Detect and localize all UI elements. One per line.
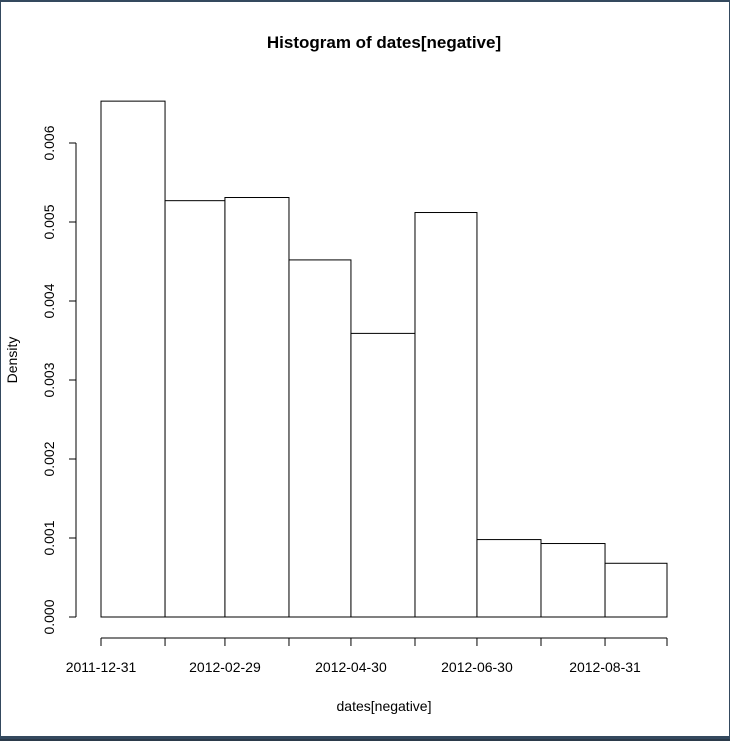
x-tick-label: 2012-06-30 bbox=[441, 659, 513, 675]
y-tick-label: 0.001 bbox=[41, 520, 57, 555]
x-tick-label: 2012-08-31 bbox=[569, 659, 641, 675]
histogram-bars bbox=[100, 100, 668, 618]
histogram-bar bbox=[164, 200, 226, 618]
y-axis-label: Density bbox=[4, 337, 20, 384]
y-axis: 0.000 0.001 0.002 0.003 0.004 0.005 0.006 bbox=[41, 125, 77, 635]
x-tick-label: 2012-02-29 bbox=[189, 659, 261, 675]
x-axis: 2011-12-31 2012-02-29 2012-04-30 2012-06-30… bbox=[66, 637, 668, 675]
histogram-bar bbox=[350, 332, 416, 618]
y-tick-label: 0.004 bbox=[41, 283, 57, 318]
histogram-bar bbox=[224, 197, 290, 618]
histogram-bar bbox=[476, 539, 542, 618]
y-tick-label: 0.003 bbox=[41, 362, 57, 397]
x-tick-label: 2012-04-30 bbox=[315, 659, 387, 675]
y-tick-label: 0.000 bbox=[41, 599, 57, 634]
x-tick-label: 2011-12-31 bbox=[66, 659, 137, 675]
y-tick-label: 0.005 bbox=[41, 204, 57, 239]
x-axis-label: dates[negative] bbox=[337, 698, 432, 714]
y-tick-label: 0.006 bbox=[41, 125, 57, 160]
histogram-bar bbox=[604, 562, 668, 618]
histogram-bar bbox=[414, 212, 478, 618]
chart-title: Histogram of dates[negative] bbox=[267, 33, 501, 52]
histogram-bar bbox=[540, 543, 606, 618]
y-tick-label: 0.002 bbox=[41, 441, 57, 476]
histogram-bar bbox=[100, 100, 166, 618]
histogram-bar bbox=[288, 259, 352, 618]
